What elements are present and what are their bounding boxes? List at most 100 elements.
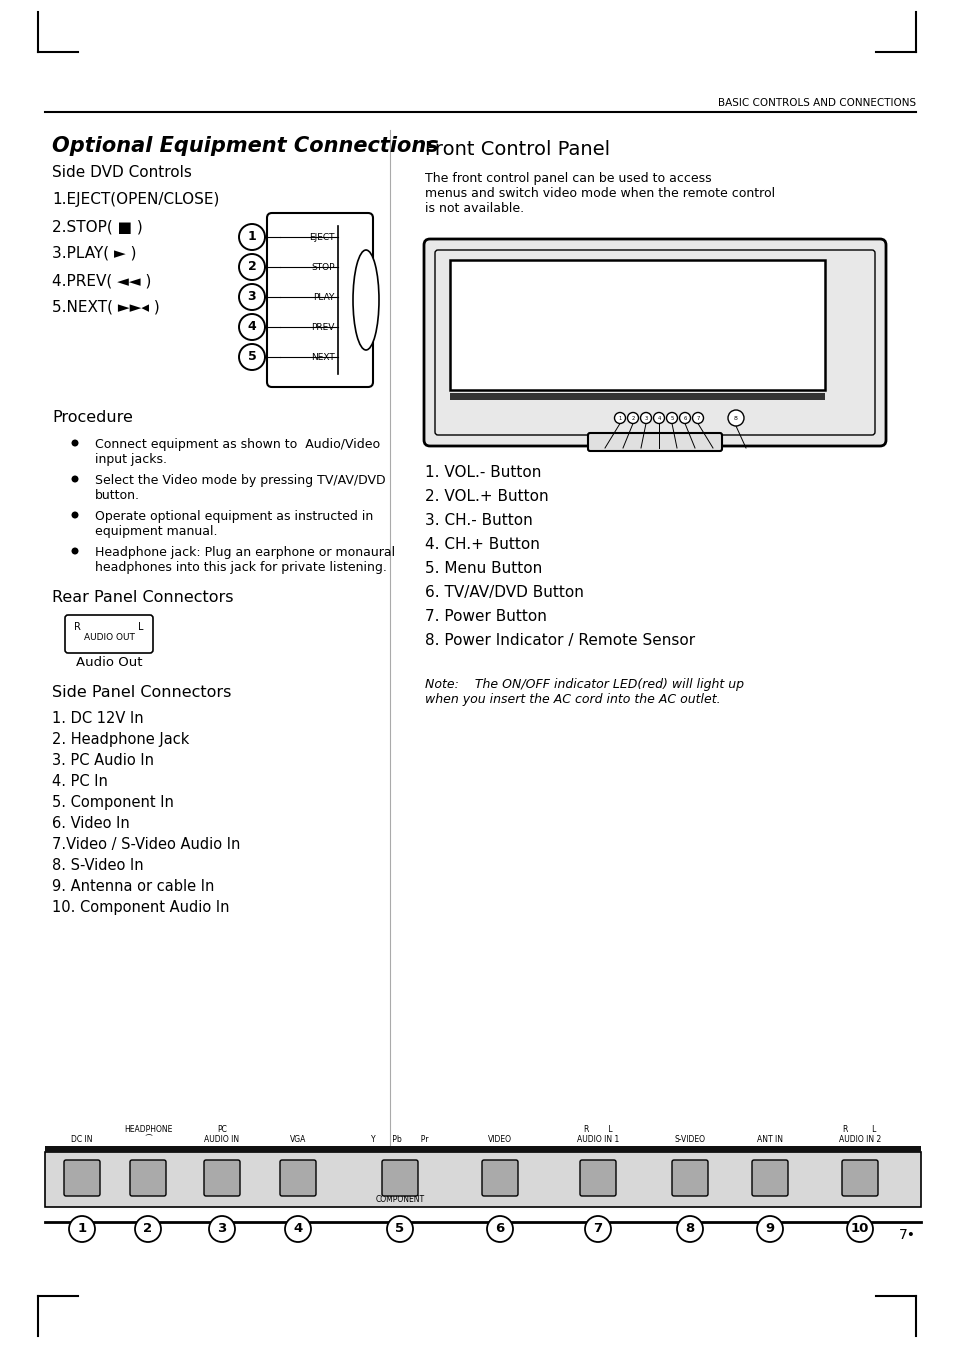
Text: BASIC CONTROLS AND CONNECTIONS: BASIC CONTROLS AND CONNECTIONS	[717, 98, 915, 108]
Text: AUDIO OUT: AUDIO OUT	[84, 634, 134, 643]
Text: 4: 4	[248, 321, 256, 333]
Text: S-VIDEO: S-VIDEO	[674, 1135, 705, 1144]
Circle shape	[71, 547, 78, 554]
FancyBboxPatch shape	[481, 1161, 517, 1196]
Text: 2: 2	[248, 260, 256, 274]
Text: Rear Panel Connectors: Rear Panel Connectors	[52, 590, 233, 605]
Text: 10: 10	[850, 1223, 868, 1236]
Text: 1. VOL.- Button: 1. VOL.- Button	[424, 465, 540, 480]
FancyBboxPatch shape	[579, 1161, 616, 1196]
Text: 2. Headphone Jack: 2. Headphone Jack	[52, 732, 190, 747]
Text: Front Control Panel: Front Control Panel	[424, 140, 610, 159]
Ellipse shape	[353, 249, 378, 350]
FancyBboxPatch shape	[423, 239, 885, 446]
FancyBboxPatch shape	[381, 1161, 417, 1196]
FancyBboxPatch shape	[435, 249, 874, 435]
Text: EJECT: EJECT	[309, 232, 335, 241]
Text: R: R	[74, 621, 81, 632]
Text: 2: 2	[143, 1223, 152, 1236]
Text: 2.STOP( ■ ): 2.STOP( ■ )	[52, 218, 143, 235]
Text: Operate optional equipment as instructed in
equipment manual.: Operate optional equipment as instructed…	[95, 510, 373, 538]
Text: L: L	[138, 621, 144, 632]
Text: Audio Out: Audio Out	[75, 656, 142, 669]
Circle shape	[614, 412, 625, 423]
Text: 5. Menu Button: 5. Menu Button	[424, 561, 541, 576]
Circle shape	[71, 476, 78, 483]
Text: Side DVD Controls: Side DVD Controls	[52, 164, 192, 181]
Text: 6. Video In: 6. Video In	[52, 816, 130, 830]
Text: 3: 3	[217, 1223, 227, 1236]
Bar	[450, 260, 824, 390]
Text: 4. PC In: 4. PC In	[52, 774, 108, 789]
Text: 6: 6	[682, 415, 686, 421]
Bar	[45, 1153, 920, 1206]
Text: Y       Pb        Pr: Y Pb Pr	[371, 1135, 428, 1144]
Text: 3: 3	[248, 291, 256, 303]
Circle shape	[666, 412, 677, 423]
Text: 9. Antenna or cable In: 9. Antenna or cable In	[52, 879, 214, 894]
FancyBboxPatch shape	[204, 1161, 240, 1196]
Text: NEXT: NEXT	[311, 352, 335, 361]
Text: 2. VOL.+ Button: 2. VOL.+ Button	[424, 489, 548, 504]
Text: 6: 6	[495, 1223, 504, 1236]
Text: Headphone jack: Plug an earphone or monaural
headphones into this jack for priva: Headphone jack: Plug an earphone or mona…	[95, 546, 395, 574]
Circle shape	[679, 412, 690, 423]
FancyBboxPatch shape	[64, 1161, 100, 1196]
FancyBboxPatch shape	[841, 1161, 877, 1196]
Text: 5.NEXT( ►►◂ ): 5.NEXT( ►►◂ )	[52, 301, 159, 315]
Circle shape	[239, 224, 265, 249]
Circle shape	[209, 1216, 234, 1242]
Circle shape	[69, 1216, 95, 1242]
Text: DC IN: DC IN	[71, 1135, 92, 1144]
Text: STOP: STOP	[312, 263, 335, 271]
Text: Note:    The ON/OFF indicator LED(red) will light up
when you insert the AC cord: Note: The ON/OFF indicator LED(red) will…	[424, 678, 743, 706]
Text: 1: 1	[77, 1223, 87, 1236]
Circle shape	[677, 1216, 702, 1242]
Text: 7: 7	[593, 1223, 602, 1236]
Circle shape	[486, 1216, 513, 1242]
Text: 4. CH.+ Button: 4. CH.+ Button	[424, 537, 539, 551]
Text: ANT IN: ANT IN	[757, 1135, 782, 1144]
FancyBboxPatch shape	[671, 1161, 707, 1196]
Text: 4.PREV( ◄◄ ): 4.PREV( ◄◄ )	[52, 274, 152, 288]
Text: 5: 5	[248, 350, 256, 364]
Text: Select the Video mode by pressing TV/AV/DVD
button.: Select the Video mode by pressing TV/AV/…	[95, 474, 385, 501]
Text: Side Panel Connectors: Side Panel Connectors	[52, 685, 232, 700]
Text: VGA: VGA	[290, 1135, 306, 1144]
Bar	[45, 1146, 920, 1153]
Text: 8. Power Indicator / Remote Sensor: 8. Power Indicator / Remote Sensor	[424, 634, 695, 648]
FancyBboxPatch shape	[751, 1161, 787, 1196]
FancyBboxPatch shape	[280, 1161, 315, 1196]
Text: 3: 3	[643, 415, 647, 421]
Bar	[450, 394, 824, 400]
Circle shape	[584, 1216, 610, 1242]
Text: 1: 1	[618, 415, 621, 421]
Circle shape	[692, 412, 702, 423]
Text: 5. Component In: 5. Component In	[52, 795, 173, 810]
Text: 4: 4	[657, 415, 660, 421]
Text: 4: 4	[294, 1223, 302, 1236]
Text: 3. PC Audio In: 3. PC Audio In	[52, 754, 153, 768]
Circle shape	[285, 1216, 311, 1242]
FancyBboxPatch shape	[587, 433, 721, 452]
Text: PREV: PREV	[312, 322, 335, 332]
Circle shape	[239, 344, 265, 369]
Circle shape	[239, 314, 265, 340]
Text: 1: 1	[248, 231, 256, 244]
Circle shape	[846, 1216, 872, 1242]
Text: 5: 5	[670, 415, 673, 421]
Circle shape	[239, 253, 265, 280]
Text: 8: 8	[684, 1223, 694, 1236]
Text: 7•: 7•	[898, 1228, 915, 1242]
Text: The front control panel can be used to access
menus and switch video mode when t: The front control panel can be used to a…	[424, 173, 774, 214]
Circle shape	[639, 412, 651, 423]
Circle shape	[727, 410, 743, 426]
FancyBboxPatch shape	[130, 1161, 166, 1196]
Text: 7.Video / S-Video Audio In: 7.Video / S-Video Audio In	[52, 837, 240, 852]
Circle shape	[653, 412, 664, 423]
Text: 2: 2	[631, 415, 634, 421]
FancyBboxPatch shape	[267, 213, 373, 387]
Circle shape	[757, 1216, 782, 1242]
Text: 8. S-Video In: 8. S-Video In	[52, 857, 144, 874]
Text: R        L
AUDIO IN 1: R L AUDIO IN 1	[577, 1124, 618, 1144]
